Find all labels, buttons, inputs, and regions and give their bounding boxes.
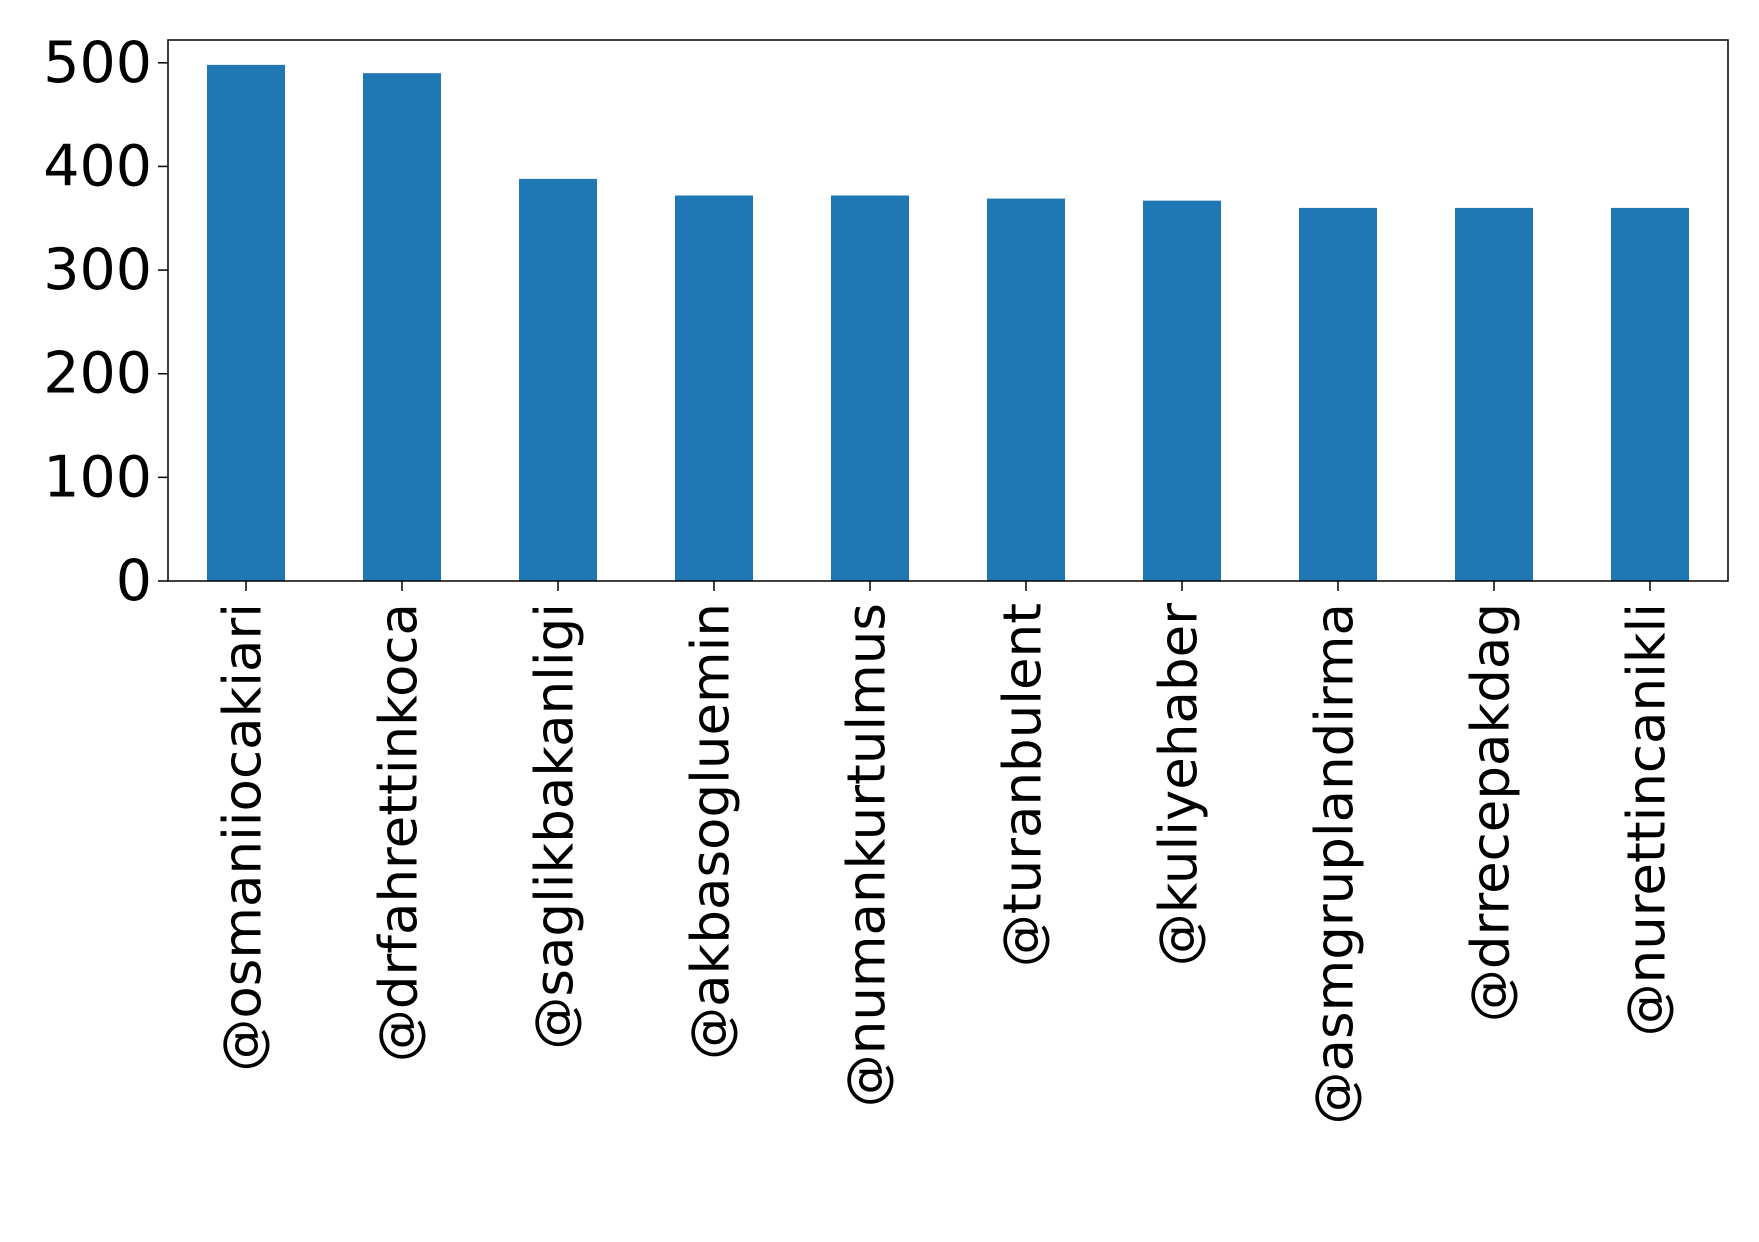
- x-tick-label: @saglikbakanligi: [525, 603, 586, 1050]
- y-axis-ticks: 0 100 200 300 400 500: [43, 30, 168, 614]
- x-tick-label: @kuliyehaber: [1149, 603, 1210, 966]
- x-tick-label: @drfahrettinkoca: [369, 603, 430, 1062]
- x-axis-ticks: @osmaniiocakiari @drfahrettinkoca @saglikb…: [213, 581, 1678, 1125]
- x-tick-label: @akbasogluemin: [681, 603, 742, 1060]
- y-tick-label: 100: [43, 444, 152, 510]
- bar-drrecepakdag: [1455, 207, 1533, 581]
- x-tick-label: @osmaniiocakiari: [213, 603, 274, 1072]
- y-tick-label: 500: [43, 30, 152, 96]
- bar-kuliyehaber: [1143, 200, 1221, 581]
- y-tick-label: 200: [43, 341, 152, 407]
- bar-nurettincanikli: [1611, 207, 1689, 581]
- y-tick-label: 400: [43, 133, 152, 199]
- x-tick-label: @turanbulent: [993, 603, 1054, 967]
- bar-saglikbakanligi: [519, 178, 597, 582]
- y-tick-label: 0: [116, 548, 152, 614]
- x-tick-label: @numankurtulmus: [837, 603, 898, 1107]
- bar-numankurtulmus: [831, 195, 909, 581]
- bar-akbasogluemin: [675, 195, 753, 581]
- y-tick-label: 300: [43, 237, 152, 303]
- bar-drfahrettinkoca: [363, 73, 441, 582]
- bar-turanbulent: [987, 198, 1065, 581]
- x-tick-label: @drrecepakdag: [1461, 603, 1522, 1022]
- x-tick-label: @nurettincanikli: [1617, 603, 1678, 1036]
- plot-frame: [167, 39, 1729, 582]
- bar-asmgruplandirma: [1299, 207, 1377, 581]
- bars-group: [207, 64, 1689, 582]
- x-tick-label: @asmgruplandirma: [1305, 603, 1366, 1125]
- bar-osmaniiocakiari: [207, 64, 285, 582]
